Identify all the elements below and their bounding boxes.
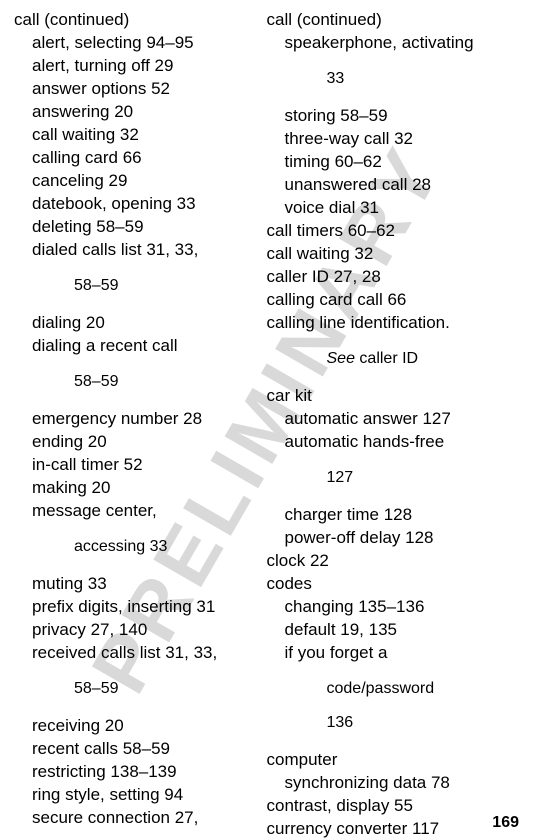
- index-line: computer: [267, 748, 520, 771]
- index-line: car kit: [267, 384, 520, 407]
- index-line: synchronizing data 78: [267, 771, 520, 794]
- index-line: three-way call 32: [267, 127, 520, 150]
- index-line: emergency number 28: [14, 407, 267, 430]
- index-line: 33: [267, 70, 520, 88]
- index-line: calling card call 66: [267, 288, 520, 311]
- index-line: 58–59: [14, 680, 267, 698]
- index-line: calling line identification.: [267, 311, 520, 334]
- index-line: contrast, display 55: [267, 794, 520, 817]
- index-line: dialed calls list 31, 33,: [14, 238, 267, 261]
- index-line: answer options 52: [14, 77, 267, 100]
- index-line: automatic hands-free: [267, 430, 520, 453]
- index-line: unanswered call 28: [267, 173, 520, 196]
- index-line: canceling 29: [14, 169, 267, 192]
- right-lines-container: speakerphone, activating33storing 58–59t…: [267, 31, 520, 838]
- index-line: dialing a recent call: [14, 334, 267, 357]
- left-lines-container: alert, selecting 94–95alert, turning off…: [14, 31, 267, 838]
- index-line: changing 135–136: [267, 595, 520, 618]
- xref-text: See: [327, 350, 355, 367]
- index-line: alert, turning off 29: [14, 54, 267, 77]
- index-line: secure connection 27,: [14, 806, 267, 829]
- index-line: ending 20: [14, 430, 267, 453]
- index-line: restricting 138–139: [14, 760, 267, 783]
- index-line: 127: [267, 469, 520, 487]
- index-line: caller ID 27, 28: [267, 265, 520, 288]
- index-line: in-call timer 52: [14, 453, 267, 476]
- left-column: call (continued) alert, selecting 94–95a…: [14, 8, 267, 838]
- index-line: code/password: [267, 680, 520, 698]
- index-line: timing 60–62: [267, 150, 520, 173]
- index-page: call (continued) alert, selecting 94–95a…: [0, 0, 533, 838]
- index-line: See caller ID: [267, 350, 520, 368]
- index-line: clock 22: [267, 549, 520, 572]
- index-line: call waiting 32: [267, 242, 520, 265]
- index-line: 58–59: [14, 373, 267, 391]
- index-line: receiving 20: [14, 714, 267, 737]
- index-line: call waiting 32: [14, 123, 267, 146]
- index-line: alert, selecting 94–95: [14, 31, 267, 54]
- index-line: 136: [267, 714, 520, 732]
- index-line: default 19, 135: [267, 618, 520, 641]
- index-line: accessing 33: [14, 538, 267, 556]
- index-line: charger time 128: [267, 503, 520, 526]
- index-line: call timers 60–62: [267, 219, 520, 242]
- xref-target: caller ID: [355, 350, 418, 367]
- index-line: privacy 27, 140: [14, 618, 267, 641]
- index-line: currency converter 117: [267, 817, 520, 838]
- index-line: datebook, opening 33: [14, 192, 267, 215]
- index-line: recent calls 58–59: [14, 737, 267, 760]
- index-line: speakerphone, activating: [267, 31, 520, 54]
- index-line: answering 20: [14, 100, 267, 123]
- right-column: call (continued) speakerphone, activatin…: [267, 8, 520, 838]
- col-heading: call (continued): [267, 8, 520, 31]
- index-line: making 20: [14, 476, 267, 499]
- index-line: power-off delay 128: [267, 526, 520, 549]
- col-heading: call (continued): [14, 8, 267, 31]
- index-line: deleting 58–59: [14, 215, 267, 238]
- index-line: ring style, setting 94: [14, 783, 267, 806]
- index-line: dialing 20: [14, 311, 267, 334]
- index-line: muting 33: [14, 572, 267, 595]
- index-line: codes: [267, 572, 520, 595]
- index-line: storing 58–59: [267, 104, 520, 127]
- index-line: if you forget a: [267, 641, 520, 664]
- index-line: 58–59: [14, 277, 267, 295]
- index-line: voice dial 31: [267, 196, 520, 219]
- index-line: calling card 66: [14, 146, 267, 169]
- index-line: automatic answer 127: [267, 407, 520, 430]
- index-line: message center,: [14, 499, 267, 522]
- index-line: prefix digits, inserting 31: [14, 595, 267, 618]
- index-line: received calls list 31, 33,: [14, 641, 267, 664]
